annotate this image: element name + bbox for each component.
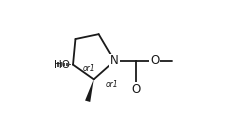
Text: O: O	[150, 55, 159, 67]
Text: O: O	[132, 83, 141, 96]
Text: or1: or1	[106, 80, 119, 89]
Text: N: N	[110, 55, 119, 67]
Text: HO: HO	[54, 60, 70, 70]
Text: or1: or1	[83, 64, 95, 73]
Polygon shape	[85, 79, 94, 102]
